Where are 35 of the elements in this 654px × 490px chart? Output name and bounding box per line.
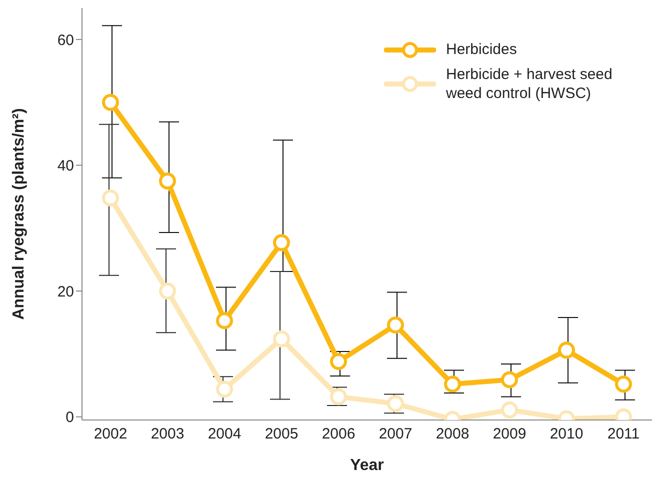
point: [330, 388, 347, 406]
point: [159, 172, 176, 190]
point: [387, 316, 404, 334]
point: [273, 234, 290, 252]
x-axis-title: Year: [350, 457, 384, 474]
x-tick-label: 2006: [322, 426, 356, 443]
x-tick-label: 2002: [94, 426, 128, 443]
x-tick-label: 2003: [150, 426, 184, 443]
x-tick-label: 2009: [492, 426, 526, 443]
x-tick-label: 2007: [378, 426, 412, 443]
point: [501, 401, 518, 418]
point: [501, 371, 518, 388]
point: [216, 312, 233, 330]
y-axis-title: Annual ryegrass (plants/m²): [10, 108, 28, 320]
legend-label: Herbicide + harvest seed weed control (HWSC): [446, 65, 614, 103]
y-tick-label: 0: [66, 409, 74, 426]
point: [102, 189, 119, 206]
x-tick-label: 2010: [550, 426, 584, 443]
point: [159, 282, 176, 300]
legend-label: Herbicides: [446, 40, 518, 59]
point: [273, 330, 290, 348]
point: [558, 342, 575, 359]
y-tick-label: 60: [57, 32, 74, 49]
x-tick-label: 2004: [208, 426, 242, 443]
y-tick-label: 20: [57, 283, 74, 300]
point: [615, 376, 632, 393]
point: [444, 376, 461, 393]
y-tick-label: 40: [57, 158, 74, 175]
point: [330, 353, 347, 370]
x-tick-label: 2011: [607, 426, 640, 443]
point: [102, 94, 119, 111]
point: [216, 380, 233, 398]
point: [387, 395, 404, 412]
x-tick-label: 2008: [436, 426, 470, 443]
x-tick-label: 2005: [264, 426, 298, 443]
